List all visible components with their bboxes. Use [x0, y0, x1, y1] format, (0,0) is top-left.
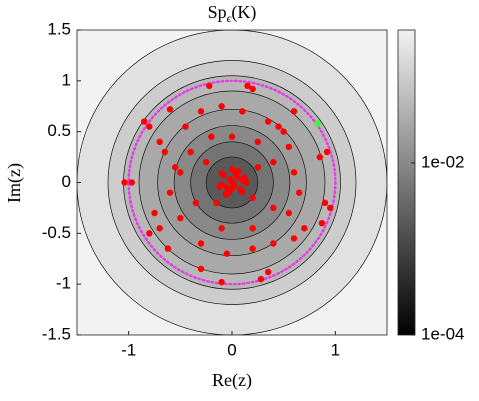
eigenvalue-point [270, 158, 277, 166]
chart-title: Spϵ(K) [208, 2, 257, 25]
eigenvalue-point [314, 120, 321, 127]
eigenvalue-point [249, 225, 256, 232]
eigenvalue-point [177, 169, 184, 176]
eigenvalue-point [228, 185, 236, 192]
eigenvalue-point [197, 265, 205, 273]
eigenvalue-point [228, 133, 236, 140]
eigenvalue-point [241, 174, 248, 181]
x-tick-label: 1 [331, 340, 340, 359]
eigenvalue-point [208, 133, 215, 140]
eigenvalue-point [216, 183, 223, 190]
eigenvalue-point [290, 235, 298, 242]
eigenvalue-point [121, 179, 128, 186]
eigenvalue-point [140, 118, 148, 125]
eigenvalue-point [249, 194, 256, 201]
eigenvalue-point [223, 184, 231, 191]
eigenvalue-point [243, 179, 250, 186]
eigenvalue-point [239, 108, 246, 115]
eigenvalue-point [202, 158, 210, 166]
eigenvalue-point [264, 118, 272, 125]
x-tick-label: -1 [121, 340, 136, 359]
x-axis-label: Re(z) [212, 370, 252, 391]
eigenvalue-point [285, 143, 293, 151]
eigenvalue-point [187, 148, 194, 156]
eigenvalue-point [218, 225, 225, 232]
eigenvalue-point [226, 176, 234, 183]
eigenvalue-point [321, 199, 329, 207]
eigenvalue-point [249, 245, 256, 252]
y-tick-label: -0.5 [42, 223, 71, 242]
eigenvalue-point [239, 188, 246, 195]
colorbar [397, 29, 416, 336]
eigenvalue-point [233, 174, 241, 181]
y-tick-label: 1 [62, 70, 71, 89]
x-tick-label: 0 [227, 340, 236, 359]
y-tick-label: 0.5 [47, 121, 71, 140]
eigenvalue-point [161, 148, 169, 156]
eigenvalue-point [151, 209, 158, 217]
eigenvalue-point [223, 250, 231, 257]
eigenvalue-point [228, 166, 236, 173]
eigenvalue-point [156, 138, 163, 146]
colorbar-tick-label: 1e-02 [421, 152, 464, 171]
eigenvalue-point [197, 240, 205, 247]
eigenvalue-point [257, 275, 265, 283]
eigenvalue-point [275, 123, 282, 130]
eigenvalue-point [197, 108, 205, 115]
plot-area [77, 30, 387, 335]
eigenvalue-point [270, 204, 277, 212]
eigenvalue-point [295, 189, 303, 196]
eigenvalue-point [280, 128, 287, 135]
eigenvalue-point [166, 106, 174, 113]
eigenvalue-point [316, 153, 324, 161]
eigenvalue-point [318, 219, 326, 227]
colorbar-tick-label: 1e-04 [421, 324, 464, 343]
eigenvalue-point [218, 103, 225, 110]
eigenvalue-point [128, 179, 135, 186]
eigenvalue-point [270, 240, 277, 247]
eigenvalue-point [177, 214, 184, 222]
eigenvalue-point [264, 268, 272, 276]
eigenvalue-point [301, 225, 308, 232]
eigenvalue-point [244, 82, 251, 90]
y-tick-label: 0 [62, 172, 71, 191]
eigenvalue-point [166, 189, 174, 196]
eigenvalue-point [171, 164, 179, 171]
eigenvalue-point [285, 209, 293, 217]
eigenvalue-point [146, 123, 153, 130]
eigenvalue-point [235, 168, 242, 175]
eigenvalue-point [182, 123, 189, 130]
eigenvalue-point [290, 169, 298, 176]
eigenvalue-point [192, 199, 200, 207]
eigenvalue-point [254, 138, 262, 146]
eigenvalue-point [146, 230, 153, 237]
eigenvalue-point [290, 108, 298, 115]
y-tick-label: -1.5 [42, 324, 71, 343]
eigenvalue-point [156, 225, 163, 232]
eigenvalue-point [222, 191, 229, 198]
eigenvalue-point [206, 82, 213, 90]
eigenvalue-point [218, 170, 225, 177]
y-tick-label: -1 [56, 274, 71, 293]
y-tick-label: 1.5 [47, 19, 71, 38]
eigenvalue-point [218, 278, 225, 286]
eigenvalue-point [254, 164, 262, 171]
eigenvalue-point [213, 199, 220, 207]
eigenvalue-point [326, 204, 334, 212]
eigenvalue-point [164, 245, 172, 252]
eigenvalue-point [323, 148, 331, 156]
y-axis-label: Im(z) [4, 163, 25, 203]
eigenvalue-point [249, 85, 256, 93]
